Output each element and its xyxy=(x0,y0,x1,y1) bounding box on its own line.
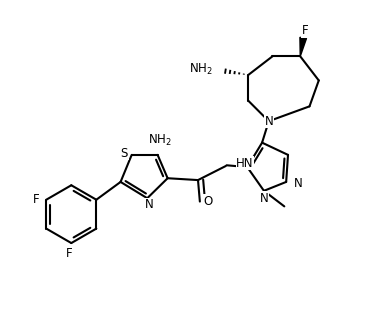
Text: F: F xyxy=(33,193,39,206)
Text: HN: HN xyxy=(236,157,254,170)
Text: F: F xyxy=(302,24,308,37)
Text: N: N xyxy=(145,199,153,211)
Text: O: O xyxy=(203,195,213,208)
Text: NH$_2$: NH$_2$ xyxy=(189,62,212,77)
Polygon shape xyxy=(300,37,306,56)
Text: N: N xyxy=(259,192,268,205)
Text: F: F xyxy=(66,247,73,260)
Text: S: S xyxy=(121,146,128,160)
Text: N: N xyxy=(294,177,302,190)
Text: NH$_2$: NH$_2$ xyxy=(147,133,171,148)
Text: N: N xyxy=(264,115,273,128)
